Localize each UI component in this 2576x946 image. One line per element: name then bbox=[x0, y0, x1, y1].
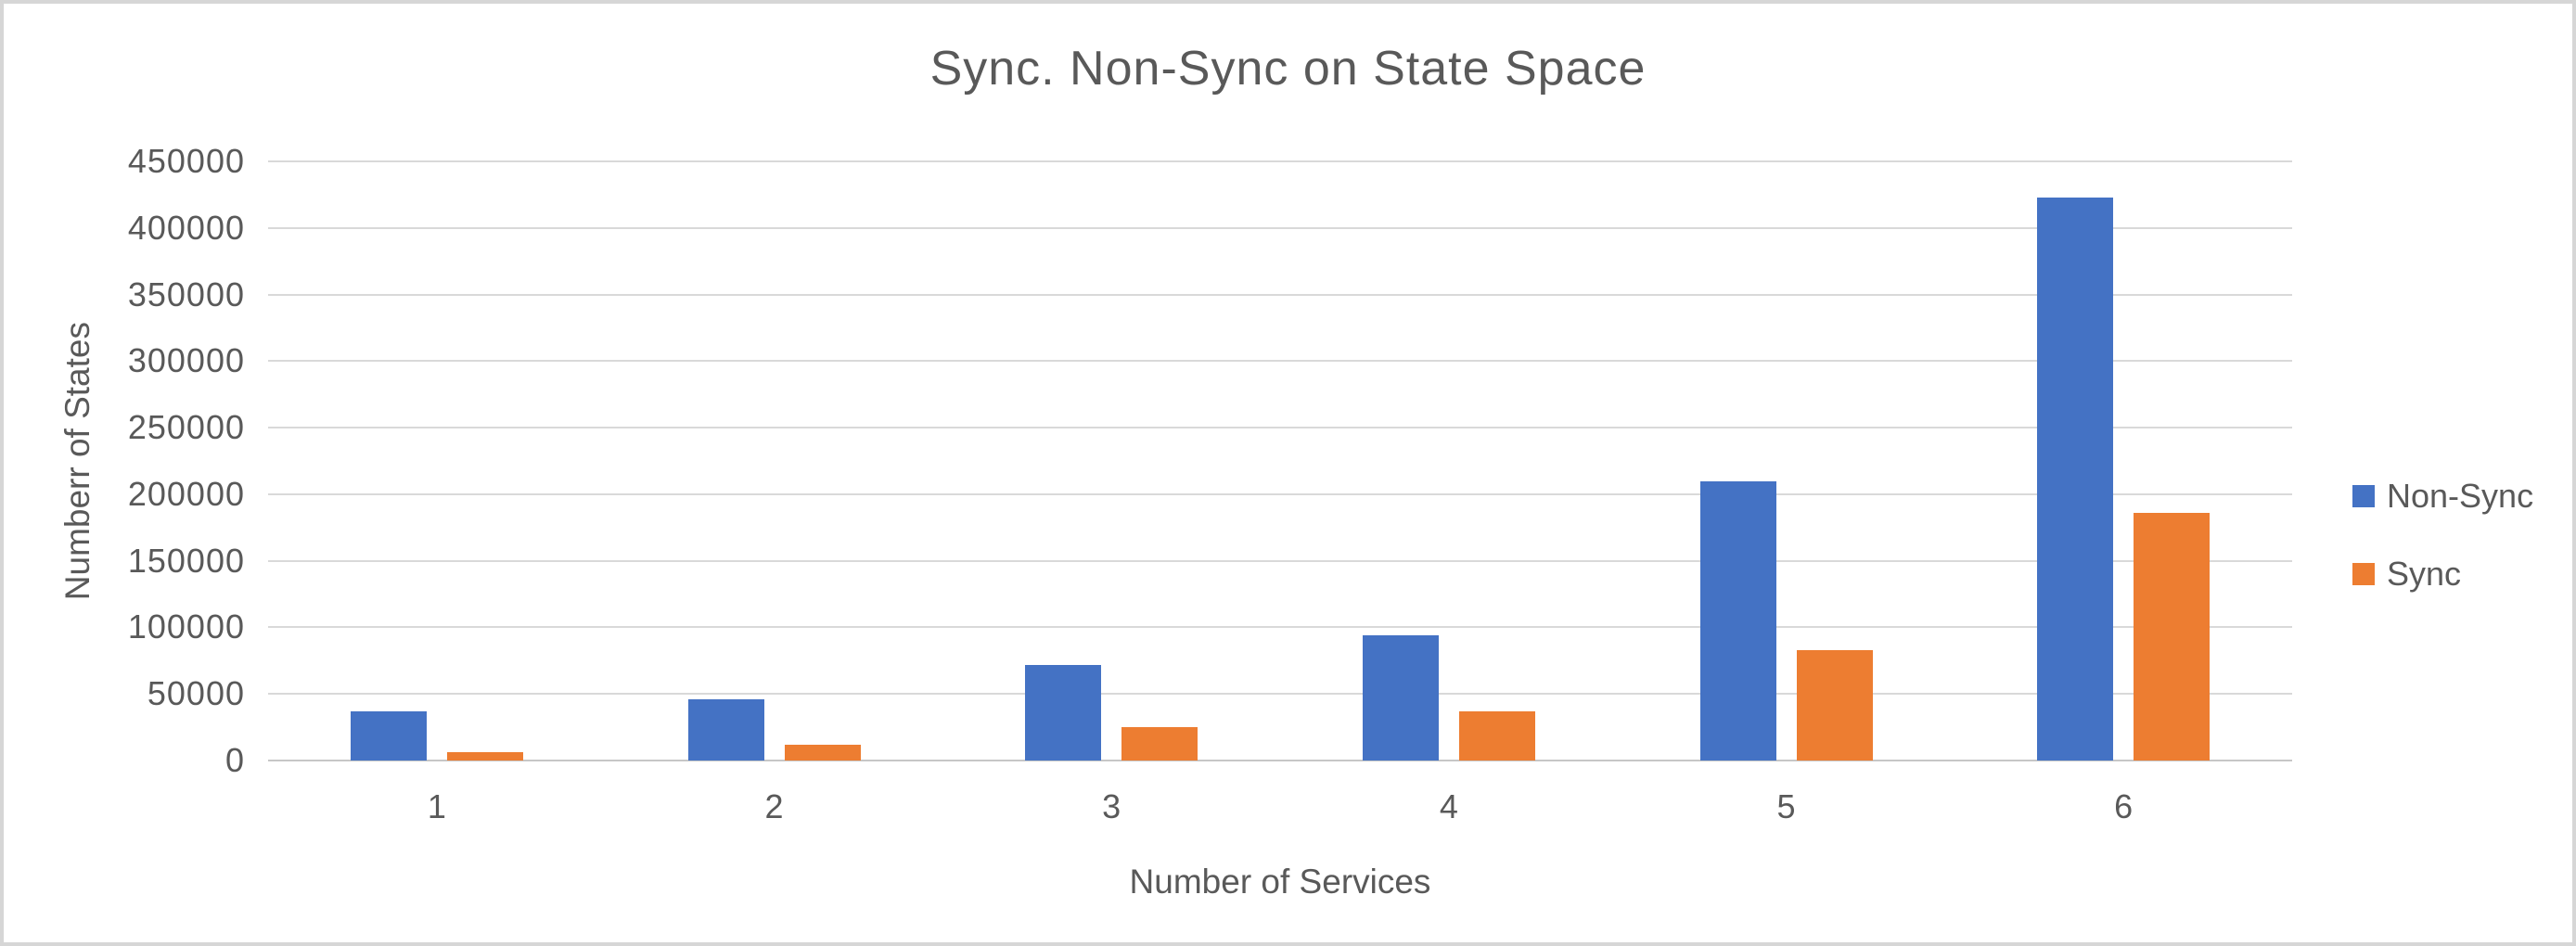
y-tick-label-100000: 100000 bbox=[127, 607, 245, 646]
x-axis-title: Number of Services bbox=[1129, 863, 1431, 901]
legend: Non-Sync Sync bbox=[2352, 477, 2533, 594]
x-category-label-4: 4 bbox=[1439, 787, 1458, 825]
y-axis-tick-labels: 0 50000 100000 150000 200000 250000 300000 3500… bbox=[32, 145, 245, 777]
y-gridline bbox=[268, 427, 2292, 429]
legend-label-non-sync: Non-Sync bbox=[2387, 477, 2534, 515]
y-gridline bbox=[268, 226, 2292, 229]
y-tick-label-50000: 50000 bbox=[147, 674, 245, 713]
bar-groups bbox=[268, 161, 2292, 761]
bar-non-sync-4 bbox=[1362, 635, 1439, 761]
x-category-label-5: 5 bbox=[1776, 787, 1796, 825]
bar-non-sync-6 bbox=[2037, 197, 2114, 761]
bar-sync-2 bbox=[784, 744, 861, 761]
y-tick-label-200000: 200000 bbox=[127, 474, 245, 513]
legend-label-sync: Sync bbox=[2387, 555, 2462, 593]
y-gridline bbox=[268, 293, 2292, 296]
y-gridline bbox=[268, 360, 2292, 363]
legend-swatch-non-sync bbox=[2352, 485, 2375, 507]
x-category-label-6: 6 bbox=[2114, 787, 2134, 825]
legend-item-sync: Sync bbox=[2352, 555, 2533, 594]
y-tick-label-300000: 300000 bbox=[127, 341, 245, 380]
y-gridline bbox=[268, 693, 2292, 696]
x-axis-line bbox=[268, 760, 2292, 761]
y-gridline bbox=[268, 492, 2292, 495]
x-category-label-3: 3 bbox=[1102, 787, 1121, 825]
y-tick-label-450000: 450000 bbox=[127, 142, 245, 180]
bar-sync-4 bbox=[1458, 710, 1535, 761]
y-gridline bbox=[268, 626, 2292, 629]
legend-swatch-sync bbox=[2352, 563, 2375, 585]
legend-item-non-sync: Non-Sync bbox=[2352, 477, 2533, 516]
bar-sync-5 bbox=[1796, 649, 1873, 761]
bar-sync-6 bbox=[2134, 513, 2211, 761]
x-category-label-1: 1 bbox=[427, 787, 446, 825]
y-tick-label-150000: 150000 bbox=[127, 541, 245, 580]
bar-non-sync-2 bbox=[687, 698, 764, 761]
bar-group-2 bbox=[606, 161, 943, 761]
bar-group-3 bbox=[942, 161, 1280, 761]
bar-non-sync-1 bbox=[350, 710, 427, 761]
y-gridline bbox=[268, 559, 2292, 562]
gridlines bbox=[268, 160, 2292, 761]
x-category-label-2: 2 bbox=[764, 787, 784, 825]
bar-non-sync-3 bbox=[1025, 664, 1102, 761]
y-tick-label-400000: 400000 bbox=[127, 208, 245, 247]
bar-group-5 bbox=[1618, 161, 1955, 761]
x-axis-tick-labels: 1 2 3 4 5 6 bbox=[268, 790, 2292, 824]
bar-group-1 bbox=[268, 161, 606, 761]
chart-title: Sync. Non-Sync on State Space bbox=[929, 42, 1647, 96]
y-gridline bbox=[268, 160, 2292, 162]
y-tick-label-350000: 350000 bbox=[127, 275, 245, 313]
y-tick-label-250000: 250000 bbox=[127, 408, 245, 447]
bar-group-6 bbox=[1954, 161, 2292, 761]
bar-group-4 bbox=[1280, 161, 1618, 761]
bar-non-sync-5 bbox=[1699, 480, 1776, 761]
bar-sync-3 bbox=[1121, 727, 1198, 761]
y-tick-label-0: 0 bbox=[224, 741, 245, 779]
plot-area bbox=[268, 160, 2292, 761]
bar-sync-1 bbox=[446, 752, 523, 761]
